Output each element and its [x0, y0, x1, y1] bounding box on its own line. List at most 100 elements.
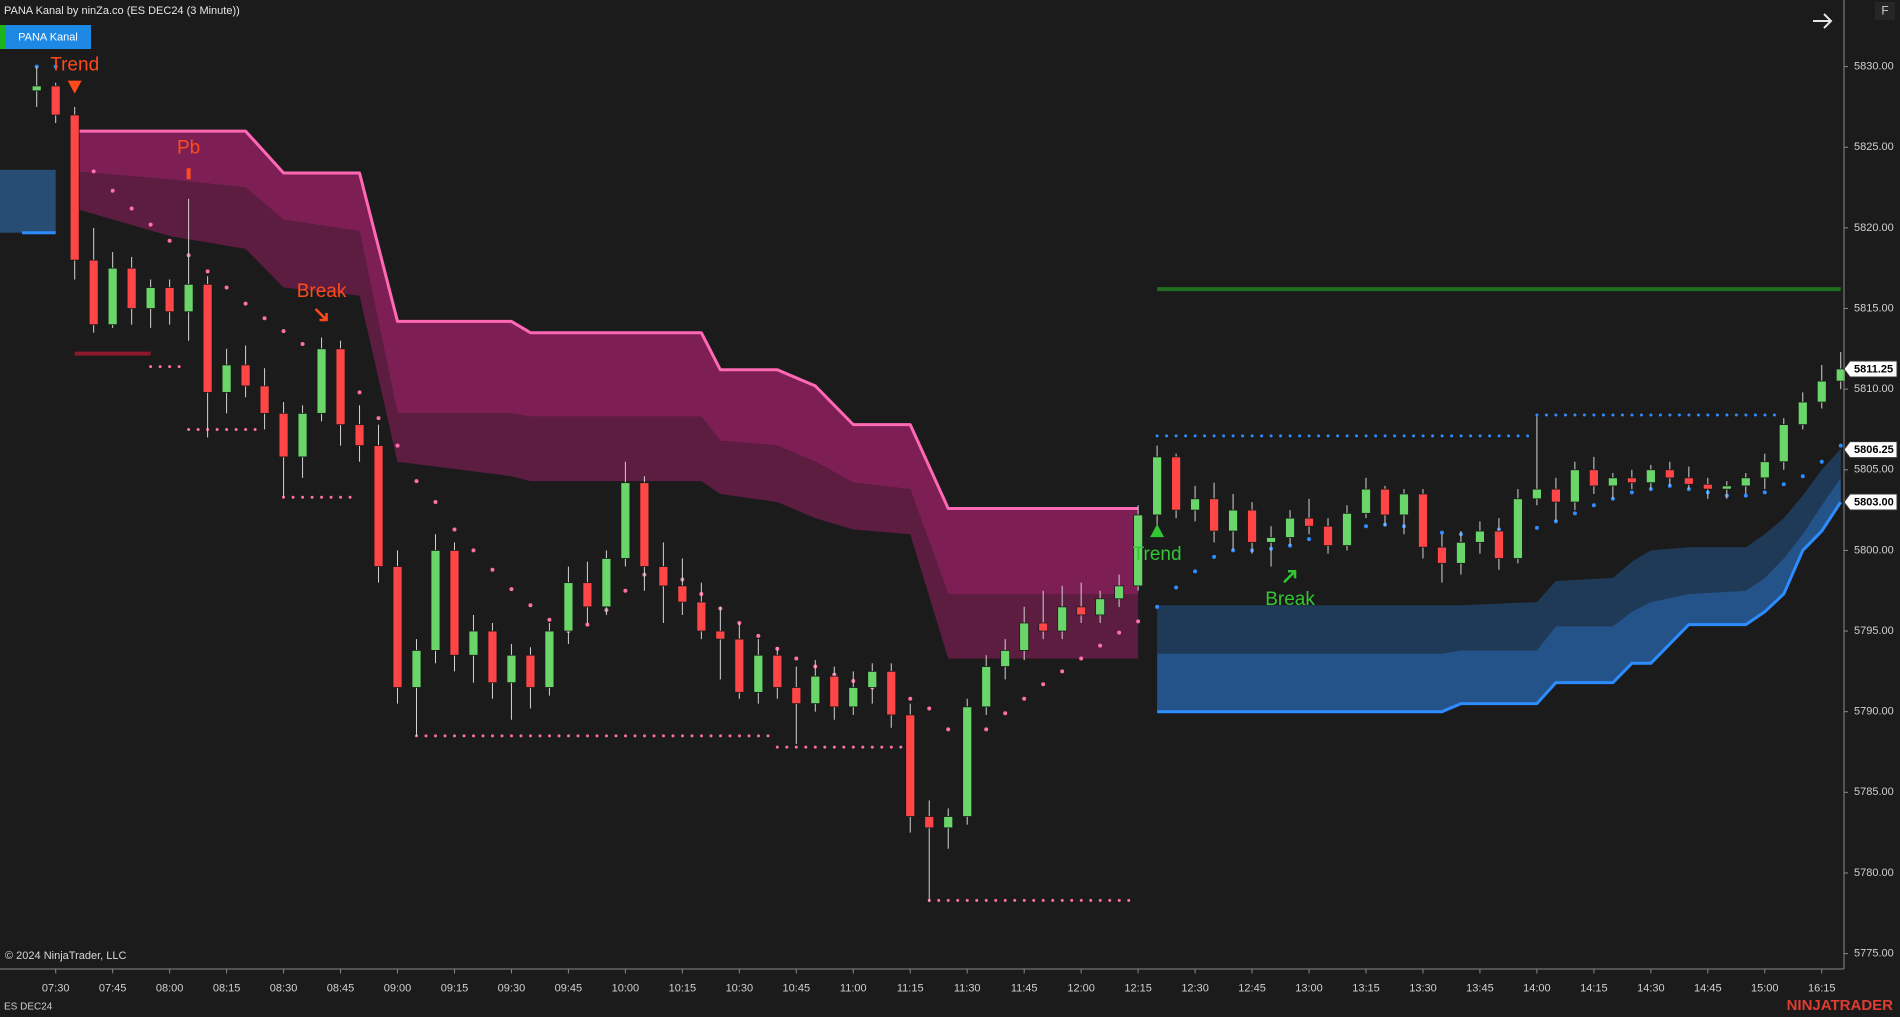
- candle-body: [1513, 498, 1523, 559]
- candle-body: [924, 816, 935, 829]
- x-tick-label: 15:00: [1751, 982, 1779, 994]
- trail-dot: [1629, 490, 1634, 495]
- band-edge: [74, 129, 1139, 510]
- candle-body: [620, 482, 631, 559]
- candle-body: [734, 638, 745, 693]
- trail-dot: [1003, 711, 1008, 716]
- candle-body: [848, 687, 859, 708]
- logo: NINJATRADER: [1787, 997, 1894, 1014]
- trail-dot: [927, 706, 932, 711]
- trail-dot: [53, 64, 58, 69]
- trail-dot: [262, 316, 267, 321]
- candle-body: [544, 630, 555, 688]
- trail-dot: [1800, 474, 1805, 479]
- candle-body: [829, 675, 840, 708]
- candle-body: [1835, 368, 1846, 382]
- x-tick-label: 10:00: [612, 982, 640, 994]
- trail-dot: [1838, 443, 1843, 448]
- candle-body: [1551, 488, 1561, 503]
- candle-body: [1475, 530, 1485, 543]
- y-tick-label: 5815.00: [1854, 302, 1894, 314]
- trail-dot: [281, 329, 286, 334]
- trail-dot: [1819, 459, 1824, 464]
- x-tick-label: 13:45: [1466, 982, 1494, 994]
- candle-body: [316, 348, 327, 414]
- signal-label: Trend: [1133, 544, 1182, 565]
- trail-dot: [1155, 604, 1160, 609]
- trail-dot: [908, 696, 913, 701]
- trail-dot: [984, 727, 989, 732]
- x-tick-label: 08:45: [327, 982, 355, 994]
- candle-body: [1285, 517, 1295, 538]
- trail-dot: [509, 587, 514, 592]
- candle-body: [658, 566, 669, 587]
- indicator-button-label[interactable]: PANA Kanal: [18, 31, 78, 43]
- candle-body: [1645, 469, 1656, 484]
- candle-body: [69, 114, 80, 261]
- trail-dot: [243, 301, 248, 306]
- trail-dot: [1117, 630, 1122, 635]
- signal-label: Trend: [50, 55, 99, 76]
- trail-dot: [300, 341, 305, 346]
- candle-body: [582, 582, 593, 608]
- trail-dot: [1022, 696, 1027, 701]
- candle-body: [525, 654, 536, 688]
- candle-body: [1000, 650, 1011, 667]
- band-outer: [1157, 448, 1841, 654]
- signal-marker: [1150, 524, 1165, 538]
- candle-body: [1266, 537, 1276, 543]
- candle-body: [487, 630, 498, 684]
- candle-body: [1797, 401, 1808, 426]
- band-outer: [74, 131, 1139, 594]
- x-tick-label: 14:45: [1694, 982, 1722, 994]
- candle-body: [202, 283, 213, 393]
- candle-body: [1494, 530, 1504, 559]
- y-tick-label: 5775.00: [1854, 948, 1894, 960]
- plot-area: Trend Pb Break Trend Break: [0, 55, 1846, 902]
- trail-dot: [794, 656, 799, 661]
- candle-body: [297, 412, 308, 458]
- candle-body: [240, 364, 251, 387]
- instrument-label: ES DEC24: [4, 1002, 53, 1013]
- trail-dot: [1762, 490, 1767, 495]
- nav-arrow[interactable]: [1813, 13, 1833, 29]
- candle-body: [392, 566, 403, 688]
- candle-body: [1664, 469, 1675, 479]
- trail-dot: [1743, 493, 1748, 498]
- indicator-button[interactable]: [6, 25, 91, 49]
- candle-body: [430, 550, 441, 651]
- corner-button-label[interactable]: F: [1881, 4, 1888, 18]
- candle-body: [1759, 461, 1770, 479]
- trail-dot: [946, 727, 951, 732]
- trail-dot: [395, 443, 400, 448]
- candle-body: [1816, 380, 1827, 403]
- x-tick-label: 10:45: [783, 982, 811, 994]
- y-tick-label: 5830.00: [1854, 61, 1894, 73]
- trail-dot: [110, 188, 115, 193]
- candle-body: [677, 585, 688, 603]
- candle-body: [449, 550, 460, 656]
- x-tick-label: 07:45: [99, 982, 127, 994]
- trail-dot: [1212, 554, 1217, 559]
- x-tick-label: 09:45: [555, 982, 583, 994]
- trail-dot: [452, 527, 457, 532]
- candle-body: [221, 364, 232, 393]
- candle-body: [1038, 622, 1049, 632]
- candle-body: [1437, 546, 1447, 564]
- signal-label: Break: [1265, 589, 1315, 610]
- signal-marker: [314, 308, 328, 322]
- candle-body: [563, 582, 574, 632]
- signal-marker: [1283, 569, 1297, 584]
- candle-body: [810, 675, 821, 705]
- x-tick-label: 13:30: [1409, 982, 1437, 994]
- candle-body: [962, 706, 973, 817]
- candle-body: [1683, 477, 1694, 485]
- candle-body: [905, 714, 916, 817]
- trail-dot: [1439, 530, 1444, 535]
- candle-body: [1228, 509, 1238, 532]
- corner-button[interactable]: [1875, 2, 1895, 20]
- candle-body: [50, 85, 61, 116]
- candle-body: [1057, 606, 1068, 632]
- x-tick-label: 09:15: [441, 982, 469, 994]
- candle-body: [1209, 498, 1219, 532]
